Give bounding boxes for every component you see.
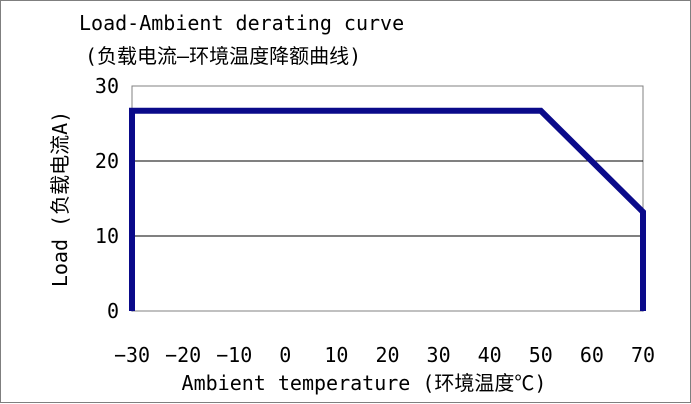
y-tick-label: 20 — [95, 149, 119, 173]
x-tick-label: −10 — [216, 343, 252, 367]
y-tick-label: 10 — [95, 224, 119, 248]
y-axis-label: Load (负载电流A) — [48, 111, 72, 287]
x-tick-label: 70 — [631, 343, 655, 367]
x-tick-label: 40 — [478, 343, 502, 367]
x-tick-label: 10 — [324, 343, 348, 367]
x-tick-labels: −30 −20 −10 0 10 20 30 40 50 60 70 — [114, 343, 655, 367]
curve-point — [540, 110, 542, 112]
x-tick-label: 0 — [279, 343, 291, 367]
y-tick-labels: 0 10 20 30 — [95, 74, 119, 323]
curve-point — [131, 110, 133, 112]
curve-point — [131, 310, 133, 312]
series-layer — [129, 107, 646, 312]
x-tick-label: 20 — [375, 343, 399, 367]
chart-subtitle: (负载电流—环境温度降额曲线) — [85, 44, 361, 68]
y-tick-label: 0 — [107, 299, 119, 323]
x-tick-label: −20 — [165, 343, 201, 367]
x-tick-label: 30 — [427, 343, 451, 367]
x-tick-label: −30 — [114, 343, 150, 367]
x-axis-label: Ambient temperature (环境温度℃) — [182, 371, 547, 395]
x-tick-label: 50 — [529, 343, 553, 367]
curve-point — [642, 211, 644, 213]
plot-area — [131, 85, 644, 312]
gridlines — [132, 160, 643, 237]
y-tick-label: 30 — [95, 74, 119, 98]
chart-title: Load-Ambient derating curve — [79, 11, 404, 35]
curve-point — [642, 310, 644, 312]
x-tick-label: 60 — [580, 343, 604, 367]
